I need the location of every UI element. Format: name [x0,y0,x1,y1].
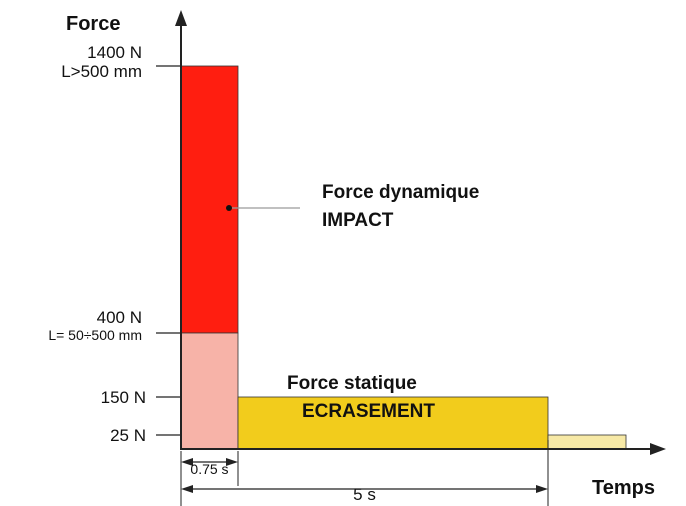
dimension-arrow [226,458,238,466]
y-axis-arrow [175,10,187,26]
dynamic-low-region [180,332,239,450]
static-force-subtitle: ECRASEMENT [302,401,435,422]
static-force-title: Force statique [287,373,417,394]
y-tick-sublabel: L= 50÷500 mm [48,327,142,343]
y-tick-sublabel: L>500 mm [61,62,142,81]
dynamic-force-region [180,65,239,334]
x-axis-arrow [650,443,666,455]
dynamic-force-subtitle: IMPACT [322,210,394,231]
dimension-arrow [536,485,548,493]
y-axis-label: Force [66,13,120,35]
y-tick-label: 1400 N [87,43,142,62]
static-force-region [237,396,549,450]
dynamic-force-title: Force dynamique [322,182,479,203]
y-tick-label: 400 N [97,308,142,327]
y-tick-label: 25 N [110,426,146,445]
residual-force-region [547,434,627,450]
dimension-arrow [181,458,193,466]
y-tick-label: 150 N [101,388,146,407]
annotation-marker [226,205,232,211]
dimension-arrow [181,485,193,493]
duration-label: 5 s [353,485,376,504]
x-axis-label: Temps [592,477,655,499]
duration-label: 0.75 s [190,461,228,477]
